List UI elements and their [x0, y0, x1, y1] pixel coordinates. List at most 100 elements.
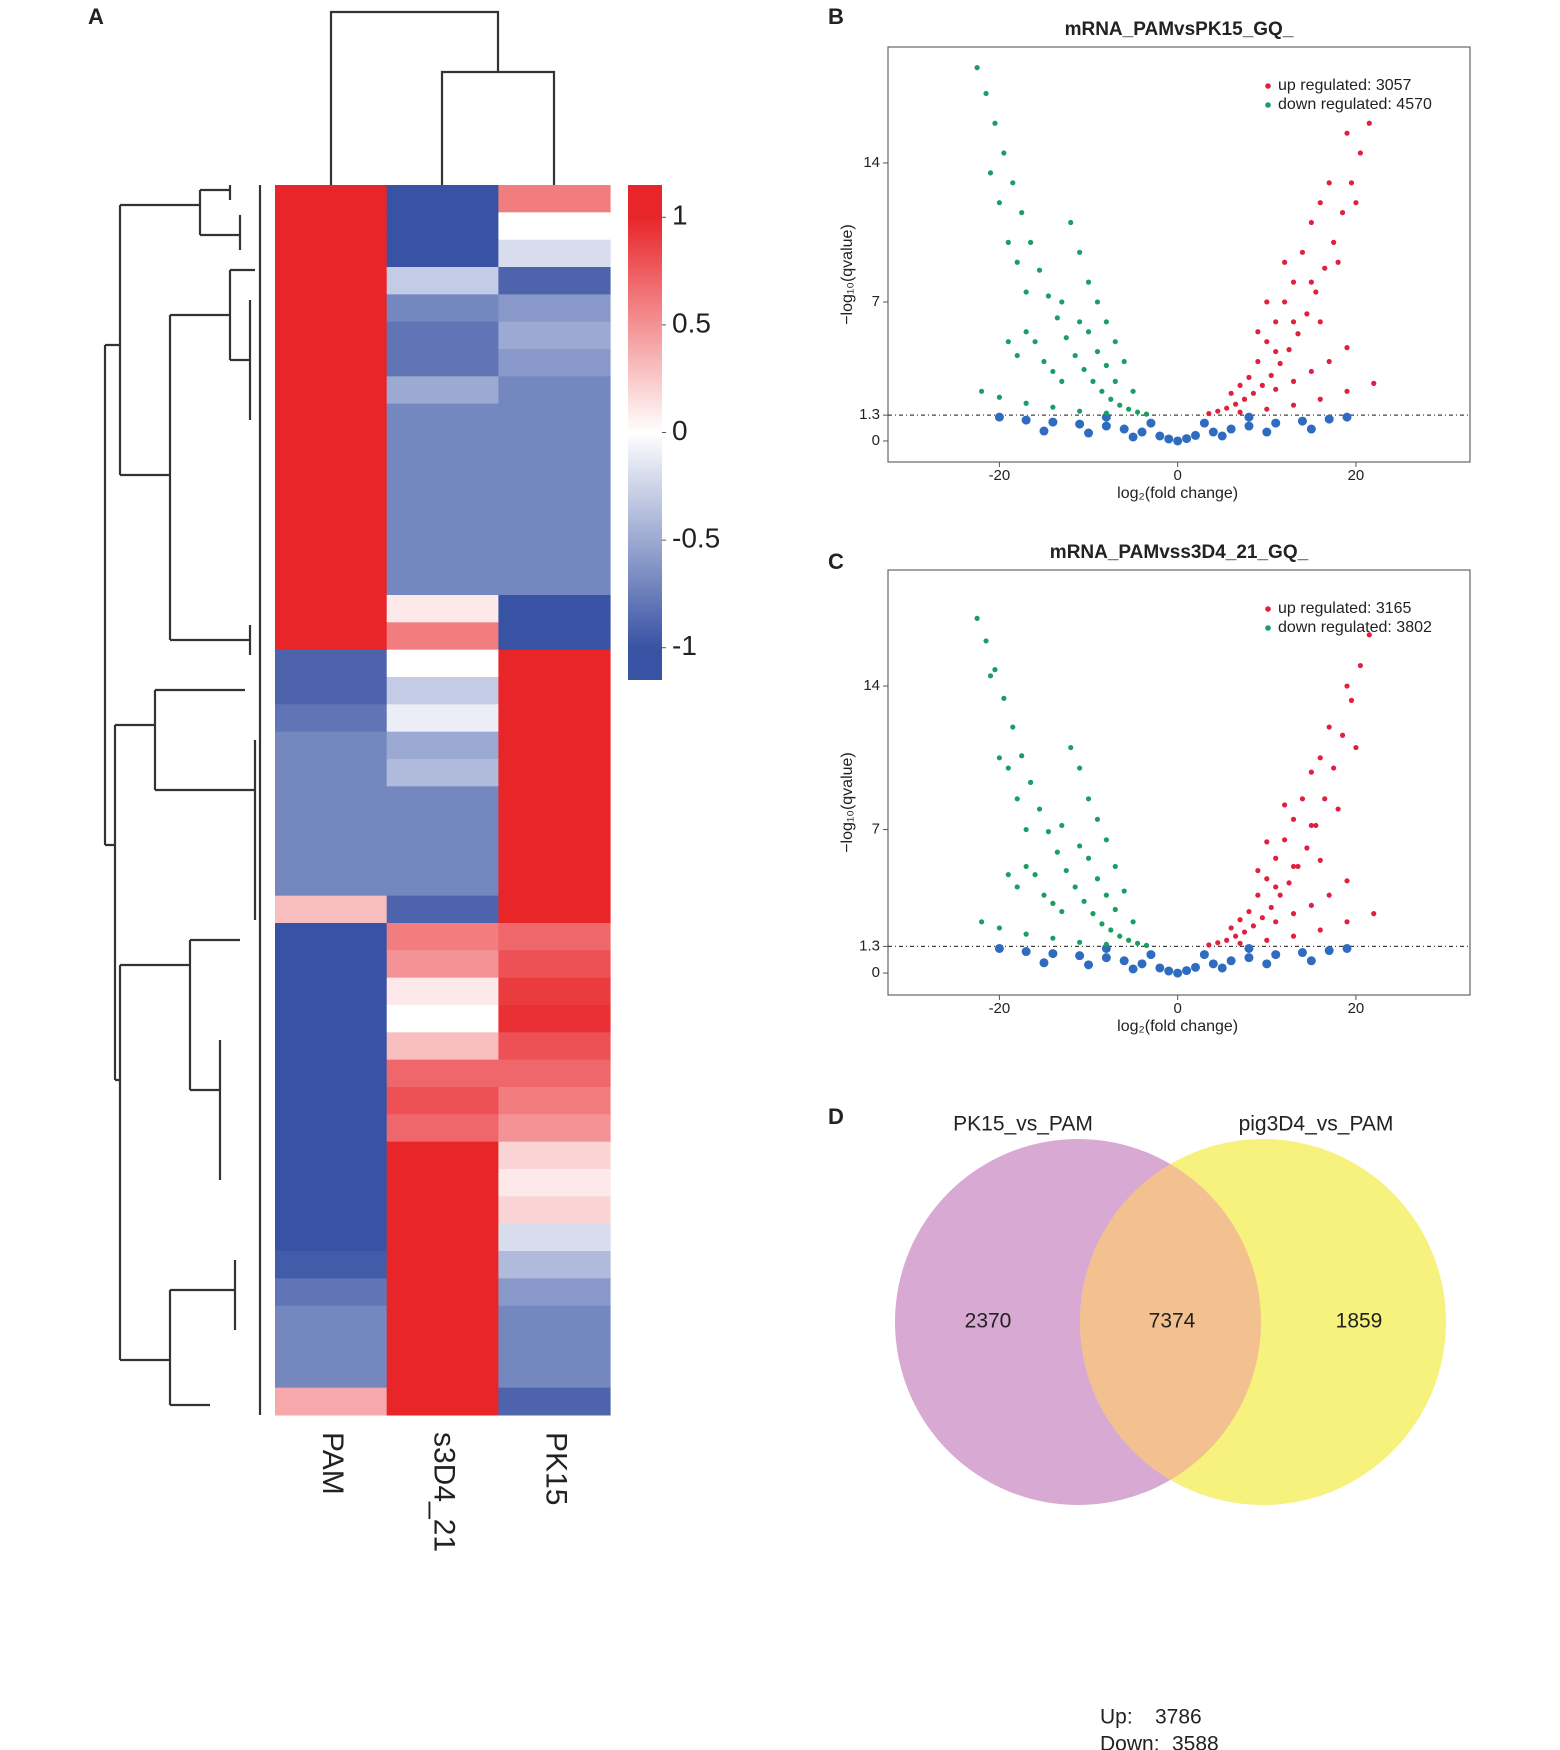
point — [1126, 407, 1131, 412]
point — [997, 395, 1002, 400]
point — [1298, 417, 1307, 426]
heatmap-cell — [387, 1388, 499, 1416]
heatmap-cell — [275, 540, 387, 568]
point — [1104, 363, 1109, 368]
y-tick-label: 0 — [872, 964, 880, 981]
heatmap-cell — [387, 622, 499, 650]
point — [1050, 405, 1055, 410]
heatmap-cell — [275, 568, 387, 596]
heatmap-cell — [387, 978, 499, 1006]
point — [1135, 410, 1140, 415]
point — [1095, 349, 1100, 354]
point — [1215, 409, 1220, 414]
point — [1318, 927, 1323, 932]
heatmap-cell — [275, 841, 387, 869]
point — [983, 91, 988, 96]
point — [1269, 373, 1274, 378]
point — [1295, 331, 1300, 336]
heatmap-cell — [387, 1169, 499, 1197]
point — [1367, 121, 1372, 126]
point — [1291, 934, 1296, 939]
heatmap-cell — [387, 704, 499, 732]
chart-title: mRNA_PAMvsPK15_GQ_ — [1065, 19, 1294, 40]
point — [1273, 387, 1278, 392]
point — [1077, 409, 1082, 414]
colorbar-tick-label: 1 — [672, 200, 688, 231]
point — [1200, 419, 1209, 428]
heatmap-cell — [498, 677, 610, 705]
legend-label: up regulated: 3057 — [1278, 77, 1412, 94]
point — [1039, 958, 1048, 967]
point — [1344, 878, 1349, 883]
point — [1108, 397, 1113, 402]
heatmap-cell — [498, 1333, 610, 1361]
heatmap-cell — [275, 513, 387, 541]
heatmap-cell — [387, 294, 499, 322]
point — [1309, 280, 1314, 285]
heatmap-cell — [275, 677, 387, 705]
point — [1086, 796, 1091, 801]
point — [1264, 938, 1269, 943]
x-tick-label: -20 — [989, 1000, 1011, 1017]
legend-marker — [1265, 606, 1271, 612]
page: {"chart_data": [ {"type": "heatmap", "pa… — [0, 0, 1560, 1750]
point — [1300, 250, 1305, 255]
heatmap-cell — [498, 349, 610, 377]
point — [1291, 280, 1296, 285]
point — [1130, 919, 1135, 924]
heatmap-cell — [498, 704, 610, 732]
point — [1019, 753, 1024, 758]
point — [1010, 180, 1015, 185]
heatmap-cell — [387, 486, 499, 514]
heatmap-cell — [498, 923, 610, 951]
colorbar-tick-label: -1 — [672, 630, 697, 661]
point — [1291, 319, 1296, 324]
point — [1108, 927, 1113, 932]
column-label: PAM — [316, 1432, 349, 1495]
point — [1282, 802, 1287, 807]
y-tick-label: 1.3 — [859, 937, 880, 954]
point — [1307, 956, 1316, 965]
colorbar-tick-label: -0.5 — [672, 522, 720, 553]
point — [1237, 383, 1242, 388]
point — [1282, 299, 1287, 304]
point — [1313, 289, 1318, 294]
point — [1155, 431, 1164, 440]
heatmap-cell — [498, 1005, 610, 1033]
point — [1262, 959, 1271, 968]
point — [1291, 403, 1296, 408]
point — [1227, 956, 1236, 965]
point — [1206, 411, 1211, 416]
panel-label: C — [828, 549, 844, 574]
heatmap-cell — [275, 814, 387, 842]
point — [1264, 407, 1269, 412]
point — [1039, 427, 1048, 436]
panel-label: D — [828, 1104, 844, 1129]
point — [1353, 745, 1358, 750]
point — [1006, 339, 1011, 344]
point — [1073, 884, 1078, 889]
heatmap-cell — [387, 322, 499, 350]
heatmap-cell — [275, 1360, 387, 1388]
heatmap-cell — [387, 650, 499, 678]
point — [1173, 436, 1182, 445]
point — [1095, 299, 1100, 304]
point — [1104, 319, 1109, 324]
colorbar-tick-label: 0.5 — [672, 307, 711, 338]
heatmap-cell — [387, 267, 499, 295]
point — [1260, 383, 1265, 388]
point — [1340, 210, 1345, 215]
point — [1343, 413, 1352, 422]
point — [1340, 733, 1345, 738]
heatmap-cell — [498, 868, 610, 896]
point — [1358, 663, 1363, 668]
heatmap-cell — [498, 1224, 610, 1252]
heatmap-cell — [275, 185, 387, 213]
point — [1344, 131, 1349, 136]
point — [1291, 911, 1296, 916]
heatmap-cell — [498, 1060, 610, 1088]
point — [1037, 806, 1042, 811]
heatmap-cell — [275, 1005, 387, 1033]
heatmap-cell — [498, 322, 610, 350]
heatmap-cell — [387, 376, 499, 404]
